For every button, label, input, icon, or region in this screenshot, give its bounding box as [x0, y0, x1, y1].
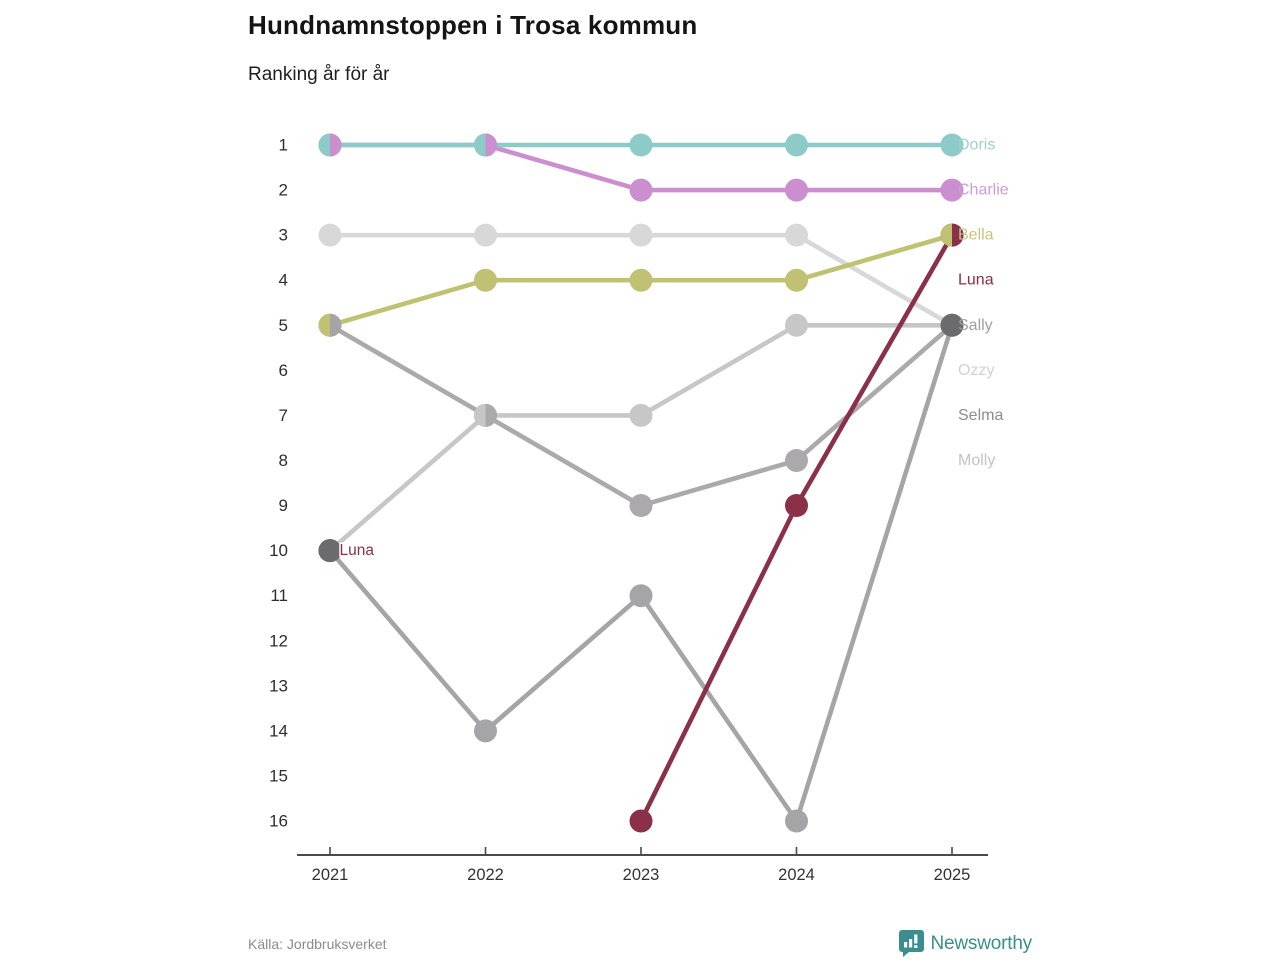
data-point-Bella [474, 268, 497, 292]
series-label-Ozzy: Ozzy [958, 362, 994, 379]
tie-dot-right-half [485, 403, 497, 427]
series-label-Luna: Luna [958, 272, 994, 289]
tie-dot-right-half [952, 313, 964, 337]
data-point-Bella [785, 268, 808, 292]
year-tick-label: 2024 [778, 866, 815, 884]
rank-tick-label: 13 [269, 676, 288, 695]
data-point-Doris [940, 133, 964, 157]
data-point-Ozzy [629, 223, 653, 247]
tie-dot-left-half [940, 223, 952, 247]
data-point-Luna [785, 494, 808, 518]
rank-tick-label: 1 [279, 136, 288, 155]
year-tick-label: 2023 [623, 866, 660, 884]
year-tick-label: 2025 [934, 866, 971, 884]
page-title: Hundnamnstoppen i Trosa kommun [248, 10, 698, 40]
data-point-Molly [629, 403, 653, 427]
tie-dot-right-half [330, 133, 342, 157]
tie-dot-left-half [940, 313, 952, 337]
data-point-Doris [785, 133, 808, 157]
data-point-Sally [474, 719, 497, 743]
series-label-Bella: Bella [958, 227, 994, 244]
data-point-Charlie [629, 178, 653, 202]
data-point-Sally [629, 584, 653, 608]
rank-tick-label: 9 [279, 496, 288, 515]
data-point-Bella [629, 268, 653, 292]
data-point-Charlie [940, 178, 964, 202]
tie-dot-left-half [474, 403, 486, 427]
series-label-Sally: Sally [958, 317, 993, 334]
rank-tick-label: 8 [279, 451, 288, 470]
tie-dot-right-half [330, 539, 342, 563]
rank-tick-label: 2 [279, 181, 288, 200]
data-point-Molly [785, 313, 808, 337]
tie-dot-right-half [485, 133, 497, 157]
rank-tick-label: 4 [279, 271, 288, 290]
data-point-Selma [785, 448, 808, 472]
series-label-Molly: Molly [958, 452, 995, 469]
tie-dot-right-half [952, 223, 964, 247]
source-note: Källa: Jordbruksverket [248, 936, 387, 952]
data-point-Doris [629, 133, 653, 157]
rank-tick-label: 14 [269, 721, 288, 740]
rank-tick-label: 16 [269, 812, 288, 831]
chart-subtitle: Ranking år för år [248, 64, 390, 85]
rank-tick-label: 12 [269, 631, 288, 650]
newsworthy-wordmark: Newsworthy [930, 932, 1033, 954]
newsworthy-brand: Newsworthy [898, 930, 1033, 957]
data-point-Ozzy [474, 223, 497, 247]
series-label-Selma: Selma [958, 407, 1003, 424]
data-point-Selma [629, 494, 653, 518]
rank-tick-label: 5 [279, 316, 288, 335]
rank-tick-label: 10 [269, 541, 288, 560]
rank-tick-label: 11 [270, 586, 288, 605]
rank-tick-label: 6 [279, 361, 288, 380]
year-tick-label: 2021 [312, 866, 349, 884]
tie-dot-left-half [318, 539, 330, 563]
series-label-Charlie: Charlie [958, 182, 1009, 199]
data-point-Charlie [785, 178, 808, 202]
data-point-Ozzy [318, 223, 342, 247]
series-start-label-Luna: Luna [340, 542, 375, 559]
tie-dot-left-half [318, 313, 330, 337]
tie-dot-left-half [318, 133, 330, 157]
series-label-Doris: Doris [958, 137, 995, 154]
data-point-Luna [629, 809, 653, 833]
data-point-Sally [785, 809, 808, 833]
rank-tick-label: 7 [279, 406, 288, 425]
year-tick-label: 2022 [467, 866, 504, 884]
rank-tick-label: 3 [279, 226, 288, 245]
newsworthy-logo-icon [898, 930, 924, 957]
rank-tick-label: 15 [269, 766, 288, 785]
data-point-Ozzy [785, 223, 808, 247]
tie-dot-right-half [330, 313, 342, 337]
tie-dot-left-half [474, 133, 486, 157]
